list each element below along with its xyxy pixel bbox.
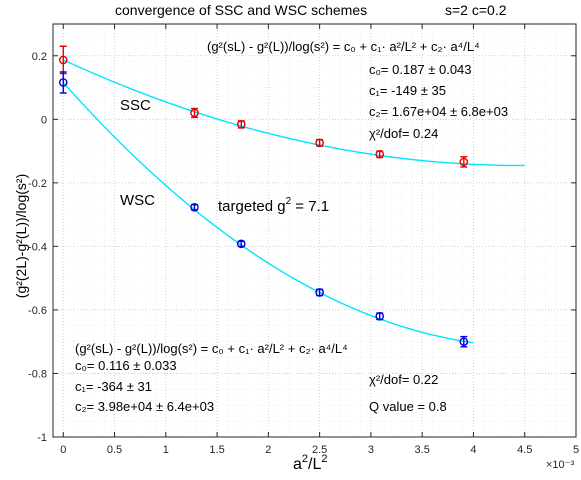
wsc-point <box>58 78 68 87</box>
ssc-point <box>315 138 324 148</box>
targeted-sup: 2 <box>286 196 292 207</box>
x-axis-label-sup2: 2 <box>321 453 327 465</box>
ssc-label: SSC <box>120 97 151 114</box>
x-axis-label-mid: /L <box>308 456 321 473</box>
x-tick-label: 2.5 <box>312 444 327 456</box>
y-tick-label: -0.4 <box>28 241 47 253</box>
wsc-point <box>190 203 199 212</box>
wsc-point <box>236 239 246 249</box>
wsc-c0: c₀= 0.116 ± 0.033 <box>75 358 177 373</box>
wsc-point <box>315 288 324 297</box>
ssc-point <box>58 55 68 65</box>
formula-lower: (g²(sL) - g²(L))/log(s²) = c₀ + c₁· a²/L… <box>75 341 348 356</box>
ssc-chi2: χ²/dof= 0.24 <box>369 126 438 141</box>
fit-curves <box>62 59 525 344</box>
y-tick-label: -0.2 <box>28 178 47 190</box>
x-axis-label: a2/L2 <box>293 453 328 473</box>
ssc-c2: c₂= 1.67e+04 ± 6.8e+03 <box>369 104 508 119</box>
y-tick-label: -0.8 <box>28 368 47 380</box>
x-tick-label: 5 <box>573 444 579 456</box>
ssc-c1: c₁= -149 ± 35 <box>369 83 446 98</box>
ssc-c0: c₀= 0.187 ± 0.043 <box>369 62 472 77</box>
wsc-point <box>375 311 385 321</box>
wsc-chi2: χ²/dof= 0.22 <box>369 372 438 387</box>
ssc-point <box>190 108 199 118</box>
x-tick-label: 1.5 <box>209 444 224 456</box>
x-exponent-label: ×10⁻³ <box>546 459 574 471</box>
targeted-label: targeted g2 = 7.1 <box>218 196 329 215</box>
x-tick-label: 3 <box>368 444 374 456</box>
wsc-q-value: Q value = 0.8 <box>369 399 447 414</box>
plot-frame <box>52 23 577 438</box>
ssc-point <box>459 157 469 167</box>
y-tick-label: 0.2 <box>32 51 47 63</box>
x-axis-label-sup1: 2 <box>302 453 308 465</box>
ssc-point <box>236 120 246 129</box>
x-tick-label: 4 <box>470 444 476 456</box>
x-tick-label: 1 <box>163 444 169 456</box>
data-points <box>58 45 469 348</box>
formula-upper: (g²(sL) - g²(L))/log(s²) = c₀ + c₁· a²/L… <box>207 39 480 54</box>
x-tick-label: 4.5 <box>517 444 532 456</box>
ssc-point <box>375 149 385 159</box>
wsc-fit-curve <box>62 81 474 344</box>
targeted-text: targeted g <box>218 198 286 215</box>
y-axis-label: (g²(2L)-g²(L))/log(s²) <box>13 174 29 298</box>
x-tick-label: 0 <box>60 444 66 456</box>
wsc-c2: c₂= 3.98e+04 ± 6.4e+03 <box>75 399 214 414</box>
y-tick-label: -0.6 <box>28 305 47 317</box>
axis-ticks: 0 0.5 1 1.5 2 2.5 3 3.5 4 4.5 5 -1 -0.8 -0.6 -0.4 -0.2 0… <box>28 24 579 456</box>
x-axis-label-base: a <box>293 456 302 473</box>
x-tick-label: 3.5 <box>415 444 430 456</box>
wsc-label: WSC <box>120 192 155 209</box>
chart-title-params: s=2 c=0.2 <box>445 2 507 18</box>
x-tick-label: 2 <box>265 444 271 456</box>
wsc-point <box>459 337 469 346</box>
y-tick-label: -1 <box>37 432 47 444</box>
targeted-value: = 7.1 <box>291 198 329 215</box>
y-tick-label: 0 <box>41 114 47 126</box>
x-tick-label: 0.5 <box>107 444 122 456</box>
wsc-c1: c₁= -364 ± 31 <box>75 379 152 394</box>
chart-title: convergence of SSC and WSC schemes <box>115 2 367 18</box>
ssc-fit-curve <box>62 59 525 167</box>
